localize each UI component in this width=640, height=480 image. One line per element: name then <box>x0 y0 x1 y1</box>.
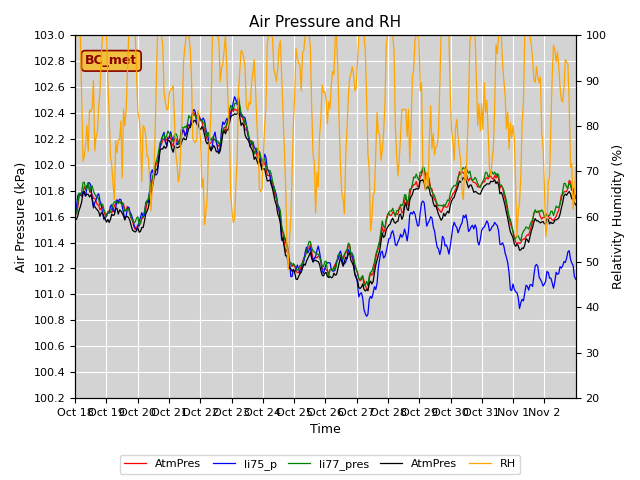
Text: BC_met: BC_met <box>85 54 138 67</box>
Y-axis label: Relativity Humidity (%): Relativity Humidity (%) <box>612 144 625 289</box>
Legend: AtmPres, li75_p, li77_pres, AtmPres, RH: AtmPres, li75_p, li77_pres, AtmPres, RH <box>120 455 520 474</box>
Title: Air Pressure and RH: Air Pressure and RH <box>250 15 401 30</box>
X-axis label: Time: Time <box>310 423 341 436</box>
Y-axis label: Air Pressure (kPa): Air Pressure (kPa) <box>15 161 28 272</box>
